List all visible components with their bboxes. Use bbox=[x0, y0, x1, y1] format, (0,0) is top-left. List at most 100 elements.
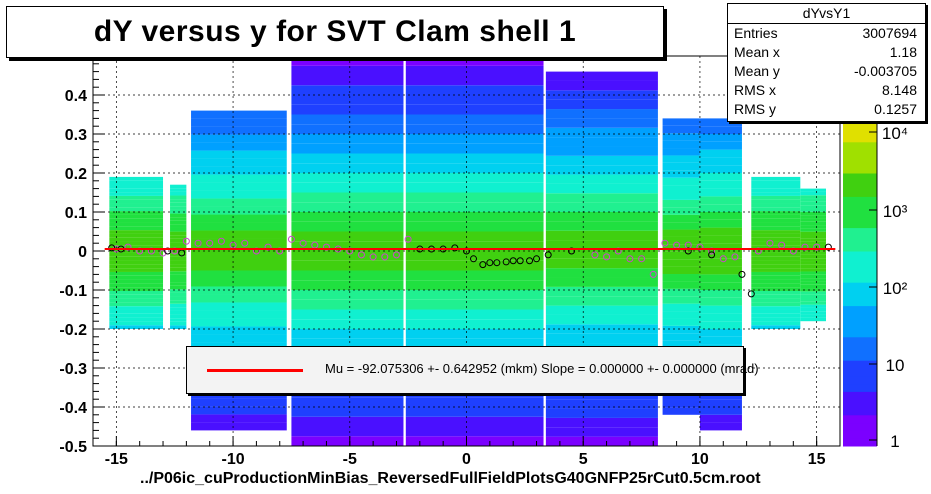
palette-band bbox=[843, 118, 877, 127]
heatmap-cell bbox=[405, 75, 544, 86]
heatmap-cell bbox=[291, 280, 404, 290]
palette-band bbox=[843, 368, 877, 377]
heatmap-cell bbox=[662, 288, 700, 297]
profile-point bbox=[502, 258, 510, 266]
heatmap-cell bbox=[751, 249, 801, 253]
heatmap-cell bbox=[191, 262, 287, 271]
heatmap-cell bbox=[170, 220, 187, 225]
heatmap-cell bbox=[751, 211, 801, 215]
heatmap-cell bbox=[800, 235, 826, 239]
legend-line-swatch bbox=[207, 369, 303, 372]
profile-point bbox=[206, 239, 214, 247]
heatmap-cell bbox=[405, 260, 544, 271]
profile-point bbox=[789, 247, 797, 255]
palette-band bbox=[843, 188, 877, 197]
profile-point bbox=[801, 243, 809, 251]
heatmap-cell bbox=[699, 336, 742, 345]
heatmap-cell bbox=[662, 399, 700, 408]
heatmap-cell bbox=[291, 212, 404, 222]
heatmap-cell bbox=[662, 222, 700, 230]
heatmap-cell bbox=[545, 109, 658, 119]
heatmap-cell bbox=[405, 85, 544, 95]
profile-point bbox=[404, 235, 412, 243]
heatmap-cell bbox=[751, 298, 801, 303]
heatmap-cell bbox=[405, 182, 544, 193]
heatmap-cell bbox=[662, 207, 700, 215]
heatmap-cell bbox=[662, 303, 700, 312]
heatmap-cell bbox=[545, 286, 658, 297]
heatmap-cell bbox=[109, 294, 164, 299]
palette-band bbox=[843, 282, 877, 291]
heatmap-cell bbox=[800, 208, 826, 212]
profile-point bbox=[719, 255, 727, 263]
profile-point bbox=[108, 244, 116, 252]
stats-label: Mean x bbox=[734, 44, 780, 60]
heatmap-cell bbox=[545, 427, 658, 437]
stats-value: 1.18 bbox=[889, 44, 917, 60]
heatmap-cell bbox=[109, 298, 164, 303]
heatmap-cell bbox=[699, 134, 742, 142]
x-tick-label: 15 bbox=[808, 451, 826, 468]
y-tick-label: 0.4 bbox=[65, 88, 87, 105]
heatmap-cell bbox=[662, 118, 700, 126]
heatmap-cell bbox=[751, 321, 801, 326]
heatmap-cell bbox=[662, 251, 700, 260]
heatmap-cell bbox=[170, 292, 187, 297]
heatmap-cell bbox=[699, 258, 742, 267]
heatmap-cell bbox=[751, 230, 801, 234]
heatmap-cell bbox=[699, 165, 742, 173]
profile-point bbox=[638, 255, 646, 263]
heatmap-cell bbox=[191, 390, 287, 399]
heatmap-cell bbox=[291, 114, 404, 125]
heatmap-cell bbox=[751, 264, 801, 269]
profile-point bbox=[544, 251, 552, 259]
heatmap-cell bbox=[699, 266, 742, 275]
heatmap-cell bbox=[191, 206, 287, 215]
heatmap-cell bbox=[291, 436, 404, 446]
palette-band bbox=[843, 297, 877, 307]
heatmap-cell bbox=[191, 294, 287, 303]
heatmap-cell bbox=[170, 310, 187, 315]
heatmap-cell bbox=[751, 192, 801, 196]
heatmap-cell bbox=[699, 251, 742, 259]
stats-value: 8.148 bbox=[881, 82, 917, 98]
profile-point bbox=[708, 251, 716, 259]
heatmap-cell bbox=[191, 118, 287, 127]
heatmap-cell bbox=[109, 199, 164, 204]
heatmap-cell bbox=[170, 282, 187, 286]
x-tick-label: 5 bbox=[579, 451, 588, 468]
palette-band bbox=[843, 180, 877, 190]
heatmap-cell bbox=[291, 65, 404, 76]
heatmap-cell bbox=[699, 141, 742, 150]
heatmap-cell bbox=[109, 290, 164, 295]
heatmap-cell bbox=[291, 329, 404, 339]
palette-band bbox=[843, 321, 877, 330]
heatmap-cell bbox=[291, 75, 404, 86]
heatmap-cell bbox=[800, 241, 826, 245]
heatmap-cell bbox=[662, 192, 700, 200]
y-tick-label: -0.5 bbox=[59, 439, 87, 456]
heatmap-cell bbox=[291, 231, 404, 242]
profile-point bbox=[754, 247, 762, 255]
heatmap-cell bbox=[699, 149, 742, 158]
heatmap-cell bbox=[170, 303, 187, 308]
heatmap-cell bbox=[170, 278, 187, 283]
heatmap-cell bbox=[699, 180, 742, 189]
palette-band bbox=[843, 274, 877, 283]
profile-point bbox=[533, 255, 541, 263]
x-tick-label: -10 bbox=[222, 451, 245, 468]
heatmap-cell bbox=[800, 261, 826, 265]
heatmap-cell bbox=[109, 321, 164, 326]
heatmap-cell bbox=[291, 153, 404, 164]
y-tick-label: 0.3 bbox=[65, 127, 87, 144]
heatmap-cell bbox=[170, 195, 187, 200]
heatmap-cell bbox=[751, 252, 801, 257]
heatmap-cell bbox=[699, 391, 742, 400]
heatmap-cell bbox=[800, 281, 826, 285]
profile-point bbox=[276, 247, 284, 255]
heatmap-cell bbox=[109, 176, 164, 181]
heatmap-cell bbox=[291, 338, 404, 349]
heatmap-cell bbox=[170, 242, 187, 247]
stats-name: dYvsY1 bbox=[728, 4, 925, 24]
heatmap-cell bbox=[699, 399, 742, 407]
